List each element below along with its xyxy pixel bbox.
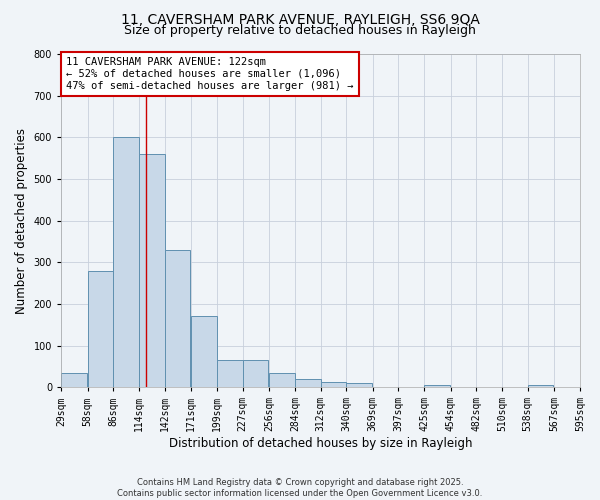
Bar <box>217 360 242 387</box>
Bar <box>320 382 346 387</box>
X-axis label: Distribution of detached houses by size in Rayleigh: Distribution of detached houses by size … <box>169 437 472 450</box>
Bar <box>191 316 217 387</box>
Text: 11 CAVERSHAM PARK AVENUE: 122sqm
← 52% of detached houses are smaller (1,096)
47: 11 CAVERSHAM PARK AVENUE: 122sqm ← 52% o… <box>66 58 354 90</box>
Bar <box>528 385 553 387</box>
Text: Contains HM Land Registry data © Crown copyright and database right 2025.
Contai: Contains HM Land Registry data © Crown c… <box>118 478 482 498</box>
Bar <box>269 372 295 387</box>
Y-axis label: Number of detached properties: Number of detached properties <box>15 128 28 314</box>
Text: 11, CAVERSHAM PARK AVENUE, RAYLEIGH, SS6 9QA: 11, CAVERSHAM PARK AVENUE, RAYLEIGH, SS6… <box>121 12 479 26</box>
Bar <box>424 385 450 387</box>
Bar <box>295 379 320 387</box>
Bar <box>164 250 190 387</box>
Text: Size of property relative to detached houses in Rayleigh: Size of property relative to detached ho… <box>124 24 476 37</box>
Bar <box>346 383 372 387</box>
Bar <box>242 360 268 387</box>
Bar <box>113 138 139 387</box>
Bar <box>88 270 113 387</box>
Bar <box>61 372 87 387</box>
Bar <box>139 154 164 387</box>
